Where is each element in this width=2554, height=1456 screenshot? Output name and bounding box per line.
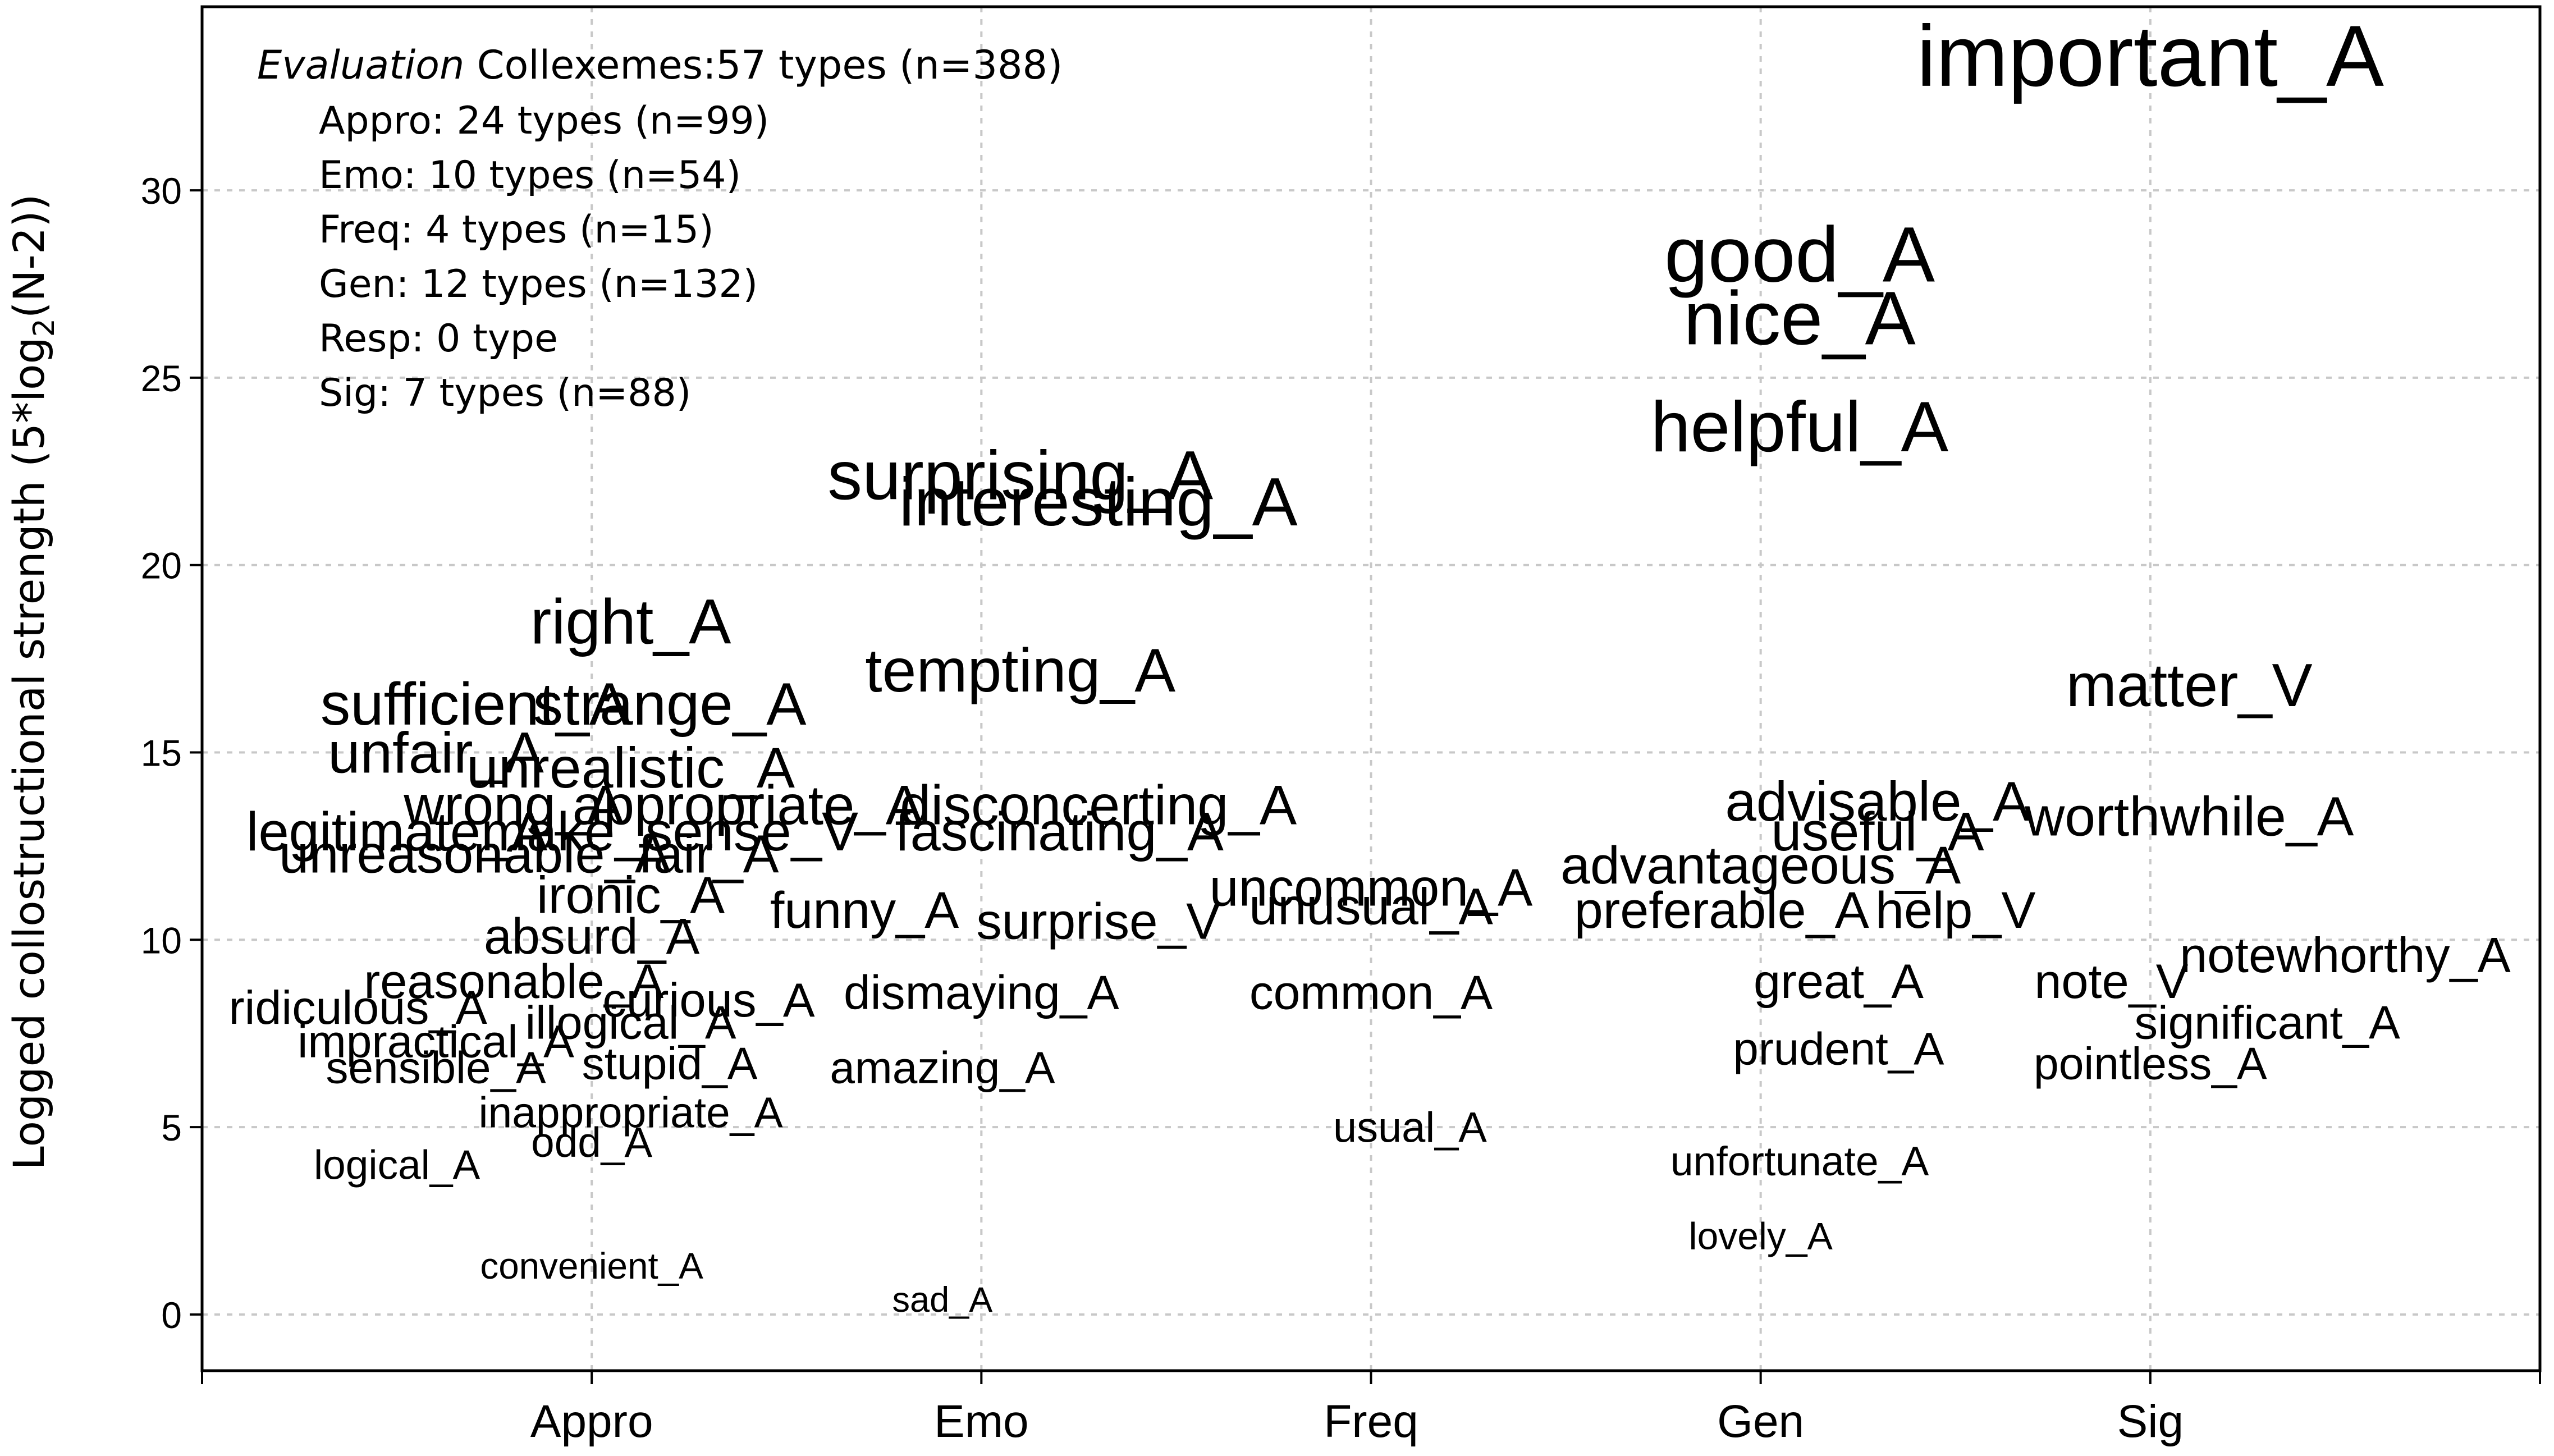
point-label: impractical_A: [297, 1016, 574, 1067]
y-axis-label-subscript: 2: [28, 318, 61, 337]
legend-line: Freq: 4 types (n=15): [319, 208, 714, 252]
point-label: worthwhile_A: [2024, 785, 2354, 847]
point-label: logical_A: [314, 1142, 480, 1188]
y-axis-label-end: (N-2)): [4, 194, 54, 319]
y-axis-label: Logged collostructional strength (5*log2…: [4, 194, 61, 1170]
point-label: amazing_A: [830, 1042, 1055, 1092]
point-label: stupid_A: [582, 1039, 758, 1089]
legend-title: Evaluation Collexemes:57 types (n=388): [257, 42, 1063, 88]
point-label: help_V: [1875, 882, 2036, 939]
point-label: unusual_A: [1249, 878, 1493, 935]
point-label: great_A: [1754, 955, 1924, 1009]
point-label: prudent_A: [1733, 1023, 1944, 1074]
point-label: unreasonable_A: [279, 824, 671, 884]
point-label: good_A: [1664, 210, 1935, 299]
point-label: ironic_A: [537, 866, 725, 924]
point-label: unrealistic_A: [466, 735, 795, 800]
point-label: strange_A: [533, 670, 807, 738]
legend-line: Gen: 12 types (n=132): [319, 262, 758, 306]
point-label: pointless_A: [2034, 1039, 2267, 1089]
point-label: notewhorthy_A: [2180, 927, 2511, 983]
point-label: common_A: [1249, 966, 1493, 1020]
x-tick-label: Appro: [530, 1396, 653, 1447]
point-label: surprise_V: [976, 894, 1220, 950]
point-label: lovely_A: [1689, 1215, 1833, 1257]
legend-title-rest: Collexemes:57 types (n=388): [464, 42, 1063, 88]
point-label: important_A: [1917, 7, 2384, 104]
point-label: convenient_A: [480, 1246, 703, 1286]
point-label: reasonable_A: [364, 955, 663, 1009]
point-label: matter_V: [2066, 651, 2313, 719]
legend-line: Resp: 0 type: [319, 317, 558, 361]
point-label: useful_A: [1771, 801, 1984, 862]
point-label: curious_A: [602, 974, 815, 1027]
point-label: significant_A: [2134, 996, 2400, 1048]
point-label: helpful_A: [1651, 387, 1949, 466]
point-label: funny_A: [770, 882, 959, 939]
point-label: surprising_A: [827, 437, 1214, 515]
point-label: unfortunate_A: [1670, 1138, 1929, 1184]
point-label: inappropriate_A: [478, 1088, 783, 1137]
point-label: fascinating_A: [895, 801, 1223, 862]
point-label: advantageous_A: [1560, 836, 1961, 895]
point-label: note_V: [2034, 955, 2188, 1009]
point-label: fair_A: [638, 824, 779, 884]
point-label: nice_A: [1683, 276, 1915, 360]
point-label: disconcerting_A: [900, 775, 1297, 837]
x-tick-label: Sig: [2117, 1396, 2184, 1447]
point-label: usual_A: [1333, 1104, 1487, 1152]
point-label: ridiculous_A: [229, 981, 488, 1034]
point-label: absurd_A: [484, 909, 700, 965]
y-tick-label: 5: [161, 1107, 182, 1148]
legend-line: Appro: 24 types (n=99): [319, 99, 769, 143]
point-label: sad_A: [892, 1280, 992, 1320]
point-label: sensible_A: [326, 1042, 546, 1092]
point-label: unfair_A: [328, 720, 544, 785]
point-label: right_A: [530, 586, 731, 657]
legend-title-italic: Evaluation: [257, 42, 464, 88]
x-tick-label: Emo: [934, 1396, 1029, 1447]
y-tick-label: 15: [141, 732, 182, 773]
legend-line: Sig: 7 types (n=88): [319, 371, 691, 415]
point-label: wrong_A: [403, 775, 624, 837]
legend-line: Emo: 10 types (n=54): [319, 153, 741, 198]
point-label: make_sense_V: [481, 801, 858, 862]
point-label: uncommon_A: [1210, 858, 1533, 917]
point-label: interesting_A: [899, 464, 1297, 540]
point-label: odd_A: [531, 1119, 652, 1166]
grid-lines: [202, 7, 2540, 1371]
point-label: sufficient_A: [321, 670, 630, 738]
y-axis: 0 5 10 15 20 25 30: [141, 170, 202, 1336]
y-tick-label: 10: [141, 919, 182, 961]
point-label: advisable_A: [1725, 771, 2030, 833]
y-tick-label: 20: [141, 545, 182, 587]
point-label: illogical_A: [525, 996, 736, 1048]
y-tick-label: 30: [141, 170, 182, 212]
point-label: dismaying_A: [844, 966, 1119, 1020]
y-tick-label: 0: [161, 1294, 182, 1336]
point-label: preferable_A: [1574, 882, 1869, 939]
y-tick-label: 25: [141, 358, 182, 399]
x-tick-label: Freq: [1324, 1396, 1418, 1447]
point-label: appropriate_A: [573, 775, 923, 837]
point-label: legitimate_A: [246, 801, 548, 862]
point-label: tempting_A: [865, 637, 1175, 705]
legend: Evaluation Collexemes:57 types (n=388) A…: [257, 42, 1063, 415]
x-tick-label: Gen: [1717, 1396, 1804, 1447]
x-axis: Appro Emo Freq Gen Sig: [201, 1371, 2541, 1447]
